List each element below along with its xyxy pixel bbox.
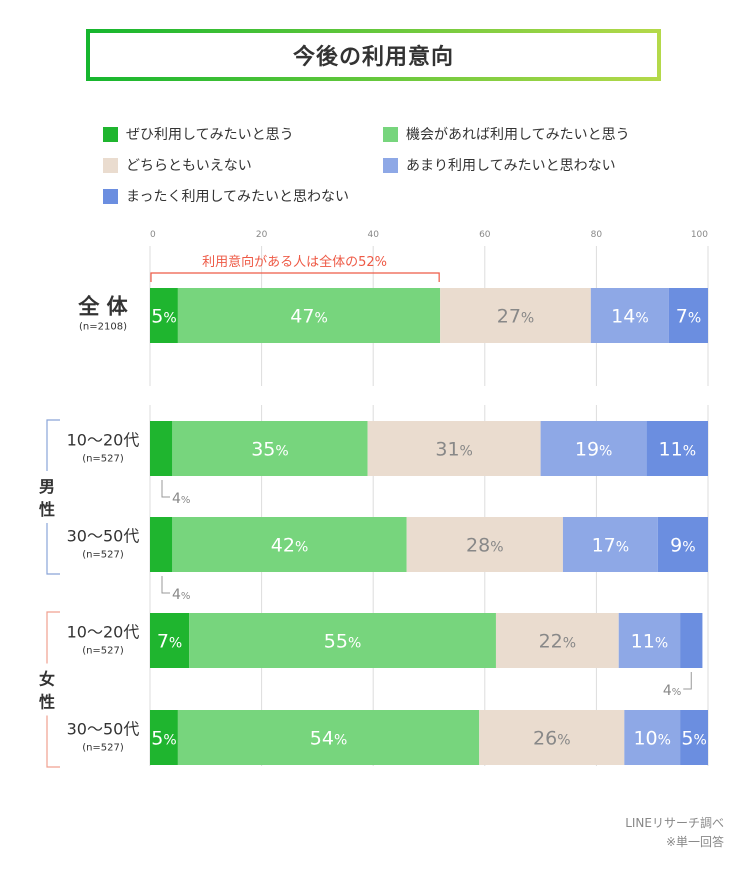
legend-swatch	[383, 126, 398, 142]
callout-label: 4%	[172, 491, 190, 507]
row-n-label: (n=527)	[82, 646, 124, 657]
legend-item: どちらともいえない	[103, 155, 252, 175]
row-label: 30〜50代	[67, 720, 140, 739]
bar-segment	[495, 613, 619, 668]
row-n-label: (n=527)	[82, 550, 124, 561]
row-label: 10〜20代	[67, 431, 140, 450]
bar-segment	[150, 710, 178, 765]
bar-segment	[150, 421, 173, 476]
title-box: 今後の利用意向	[86, 29, 661, 81]
data-label: 55%	[324, 631, 362, 653]
data-label: 5%	[151, 306, 176, 328]
data-label: 27%	[497, 306, 535, 328]
data-label: 26%	[533, 728, 571, 750]
chart-title: 今後の利用意向	[292, 45, 454, 70]
bar-segment	[406, 517, 563, 572]
x-tick-label: 100	[691, 230, 708, 240]
legend-item: まったく利用してみたいと思わない	[103, 186, 349, 206]
row-label: 30〜50代	[67, 527, 140, 546]
data-label: 22%	[539, 631, 577, 653]
bar-segment	[680, 710, 708, 765]
callout-label: 4%	[172, 587, 190, 603]
data-label: 28%	[466, 535, 504, 557]
answer-note: ※単一回答	[665, 835, 724, 849]
legend-label: あまり利用してみたいと思わない	[406, 158, 616, 174]
x-tick-label: 20	[256, 230, 268, 240]
legend-label: どちらともいえない	[126, 158, 252, 174]
legend-label: ぜひ利用してみたいと思う	[126, 127, 294, 143]
legend-item: あまり利用してみたいと思わない	[383, 155, 616, 175]
bar-segment	[172, 517, 407, 572]
bar-segment	[624, 710, 681, 765]
group-label: 男	[39, 477, 55, 496]
bar-segment	[479, 710, 625, 765]
callout-line	[683, 672, 692, 690]
bar-segment	[150, 288, 178, 343]
annotation-text: 利用意向がある人は全体の52%	[202, 254, 387, 270]
data-label: 7%	[676, 306, 701, 328]
bar-segment	[680, 613, 703, 668]
bar-segment	[540, 421, 647, 476]
x-tick-label: 40	[367, 230, 379, 240]
callout-label: 4%	[663, 683, 681, 699]
row-label: 全 体	[77, 295, 128, 319]
x-tick-label: 0	[150, 230, 156, 240]
bar-segment	[646, 421, 708, 476]
callout-line	[161, 576, 170, 594]
bar-segment	[367, 421, 541, 476]
row-n-label: (n=527)	[82, 454, 124, 465]
legend-swatch	[103, 188, 118, 204]
data-label: 19%	[575, 439, 613, 461]
group-label-bg	[36, 471, 58, 523]
data-label: 35%	[251, 439, 289, 461]
callout-line	[161, 480, 170, 498]
data-label: 11%	[659, 439, 697, 461]
legend-item: ぜひ利用してみたいと思う	[103, 124, 294, 144]
bar-segment	[189, 613, 496, 668]
data-label: 54%	[310, 728, 348, 750]
bar-segment	[150, 613, 190, 668]
legend-label: 機会があれば利用してみたいと思う	[406, 127, 630, 143]
group-label: 女	[39, 670, 55, 689]
group-label: 性	[39, 693, 55, 712]
data-label: 5%	[681, 728, 706, 750]
bar-segment	[177, 288, 441, 343]
row-label: 10〜20代	[67, 623, 140, 642]
data-label: 47%	[290, 306, 328, 328]
data-label: 31%	[435, 439, 473, 461]
annotation-bracket	[150, 272, 440, 282]
bar-segment	[618, 613, 681, 668]
data-label: 9%	[670, 535, 695, 557]
bar-segment	[657, 517, 708, 572]
x-tick-label: 80	[591, 230, 603, 240]
data-label: 10%	[633, 728, 671, 750]
legend-item: 機会があれば利用してみたいと思う	[383, 124, 630, 144]
group-label-bg	[36, 663, 58, 716]
legend-swatch	[103, 157, 118, 173]
legend-swatch	[103, 126, 118, 142]
bar-segment	[668, 288, 708, 343]
data-label: 7%	[157, 631, 182, 653]
row-n-label: (n=2108)	[79, 322, 127, 333]
row-n-label: (n=527)	[82, 743, 124, 754]
bar-segment	[150, 517, 173, 572]
legend-label: まったく利用してみたいと思わない	[126, 189, 350, 205]
x-tick-label: 60	[479, 230, 491, 240]
data-label: 14%	[611, 306, 649, 328]
data-label: 11%	[631, 631, 669, 653]
source-note: LINEリサーチ調べ	[625, 816, 724, 830]
bar-segment	[562, 517, 658, 572]
bar-segment	[440, 288, 591, 343]
bar-segment	[177, 710, 480, 765]
bar-segment	[172, 421, 368, 476]
group-label: 性	[39, 500, 55, 519]
legend-swatch	[383, 157, 398, 173]
data-label: 5%	[151, 728, 176, 750]
data-label: 42%	[271, 535, 309, 557]
data-label: 17%	[592, 535, 630, 557]
bar-segment	[590, 288, 669, 343]
